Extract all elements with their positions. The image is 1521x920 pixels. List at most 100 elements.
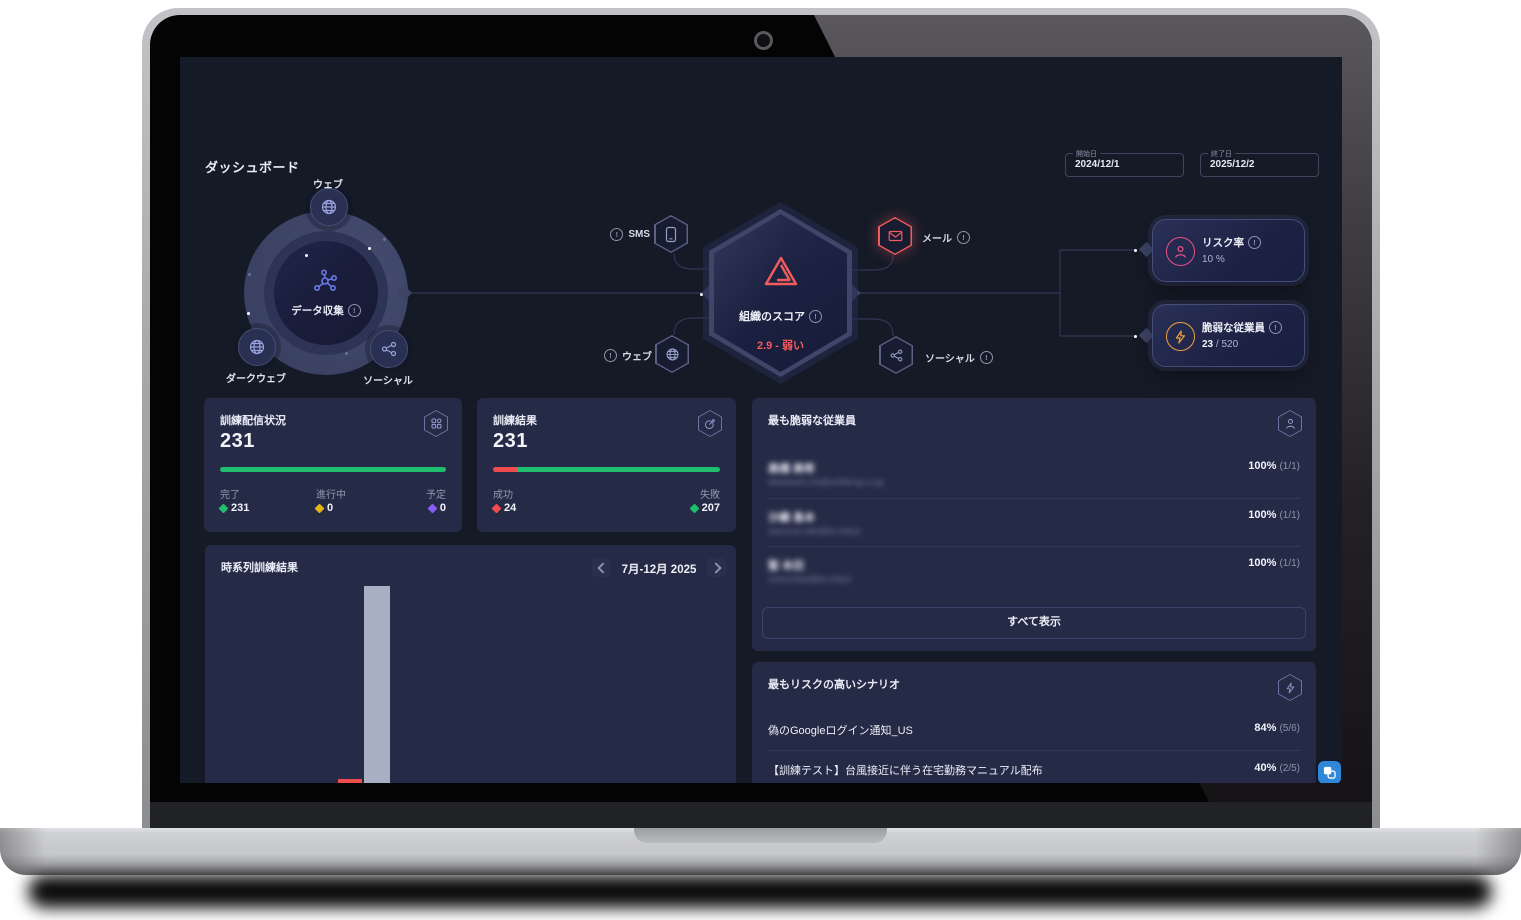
data-collection-label: データ収集 xyxy=(291,305,344,317)
stat-count: 24 xyxy=(504,502,517,514)
diamond-marker-green xyxy=(689,503,700,513)
info-icon[interactable] xyxy=(979,351,993,364)
employee-name: 高橋 美希 xyxy=(768,463,816,475)
period-label: 7月-12月 2025 xyxy=(621,564,697,576)
stat-value-completed: 231 xyxy=(218,502,250,514)
stat-label-success: 成功 xyxy=(493,490,513,501)
delivery-card-hexicon xyxy=(424,410,448,437)
employee-email: motochika@bs.tokyo xyxy=(768,574,852,584)
brand-triangle-icon xyxy=(764,256,797,286)
channel-mail-label-row: メール xyxy=(922,230,970,245)
dashboard-screen: ダッシュボード 開始日 2024/12/1 終了日 2025/12/2 xyxy=(180,57,1342,783)
stat-value-fail: 207 xyxy=(689,502,720,514)
page-title: ダッシュボード xyxy=(205,160,300,175)
next-period-button[interactable] xyxy=(707,558,726,577)
sparkle-dot xyxy=(1134,335,1137,338)
vulnerable-title: 脆弱な従業員 xyxy=(1202,322,1265,334)
stat-label-completed: 完了 xyxy=(220,490,240,501)
laptop-shadow xyxy=(28,875,1492,908)
info-icon[interactable] xyxy=(347,304,361,317)
chevron-right-icon xyxy=(709,561,722,574)
stat-count: 0 xyxy=(327,502,334,514)
person-icon xyxy=(1285,418,1295,429)
diamond-marker-green xyxy=(218,503,229,513)
score-label-row: 組織のスコア xyxy=(739,308,822,324)
mail-icon xyxy=(888,230,902,242)
translate-icon xyxy=(1323,766,1336,779)
bolt-icon xyxy=(1166,322,1195,351)
scenario-score: 40% (2/5) xyxy=(1254,762,1300,774)
score-value: 2.9 - 弱い xyxy=(756,340,805,352)
webcam-icon xyxy=(754,31,773,50)
scenario-ratio: (2/5) xyxy=(1279,763,1300,774)
employees-card-hexicon xyxy=(1278,410,1302,437)
info-icon[interactable] xyxy=(957,231,970,244)
risk-rate-title-row: リスク率 xyxy=(1202,235,1261,250)
channel-sms-label: SMS xyxy=(628,229,650,240)
info-icon[interactable] xyxy=(610,228,624,241)
employee-name: 聖 本田 xyxy=(768,560,805,572)
stat-value-inprogress: 0 xyxy=(314,502,334,514)
vulnerable-value: 23 / 520 xyxy=(1202,339,1238,350)
bolt-icon xyxy=(1286,682,1294,693)
vulnerable-employees-card: 脆弱な従業員 23 / 520 xyxy=(1152,304,1305,367)
channel-mail-label: メール xyxy=(922,234,952,245)
stat-value-success: 24 xyxy=(491,502,517,514)
show-all-button[interactable]: すべて表示 xyxy=(762,607,1306,639)
info-icon[interactable] xyxy=(809,309,822,323)
globe-icon xyxy=(321,199,337,215)
results-total: 231 xyxy=(493,430,528,452)
results-progress-bar xyxy=(493,467,720,472)
risk-scenarios-card: 最もリスクの高いシナリオ 偽のGoogleログイン通知_US 84% (5/6)… xyxy=(752,662,1316,783)
results-card-hexicon xyxy=(698,410,722,437)
end-date-value: 2025/12/2 xyxy=(1210,159,1255,170)
info-icon[interactable] xyxy=(604,349,617,362)
channel-web-label: ウェブ xyxy=(622,352,652,363)
end-date-input[interactable]: 終了日 2025/12/2 xyxy=(1200,149,1319,177)
employee-ratio: (1/1) xyxy=(1279,558,1300,569)
globe-icon xyxy=(666,348,678,360)
scenario-pct: 84% xyxy=(1254,722,1277,734)
share-icon xyxy=(381,341,397,357)
start-date-value: 2024/12/1 xyxy=(1075,159,1120,170)
info-icon[interactable] xyxy=(1248,236,1261,249)
diamond-marker-yellow xyxy=(314,503,325,513)
channel-mail-hexagon xyxy=(878,217,912,255)
employee-ratio: (1/1) xyxy=(1279,461,1300,472)
timeline-card-title: 時系列訓練結果 xyxy=(221,562,298,574)
delivery-progress-bar xyxy=(220,467,446,472)
start-date-input[interactable]: 開始日 2024/12/1 xyxy=(1065,149,1184,177)
results-card-title: 訓練結果 xyxy=(493,415,537,427)
info-icon[interactable] xyxy=(1269,321,1282,334)
sparkle-dot xyxy=(368,247,371,250)
risk-rate-card: リスク率 10 % xyxy=(1152,219,1305,282)
data-collection-core: データ収集 xyxy=(274,241,378,345)
node-web xyxy=(310,188,348,226)
sparkle-dot xyxy=(383,238,386,241)
employee-pct: 100% xyxy=(1248,509,1277,521)
laptop-base xyxy=(0,828,1521,875)
sparkle-dot xyxy=(345,352,348,355)
prev-period-button[interactable] xyxy=(592,558,611,577)
stat-count: 231 xyxy=(231,502,250,514)
channel-social-label-row: ソーシャル xyxy=(925,350,993,365)
vulnerable-total: / 520 xyxy=(1213,339,1239,350)
globe-icon xyxy=(249,339,265,355)
risk-rate-title: リスク率 xyxy=(1202,237,1244,249)
chart-bar-gray xyxy=(364,586,390,783)
share-icon xyxy=(890,349,902,361)
delivery-card-title: 訓練配信状況 xyxy=(220,415,286,427)
score-label: 組織のスコア xyxy=(739,311,805,323)
channel-sms-label-row: SMS xyxy=(550,228,650,241)
translate-widget-button[interactable] xyxy=(1318,761,1341,783)
channel-social-label: ソーシャル xyxy=(925,354,975,365)
employee-email: takahashi.mk@softbrng.co.jp xyxy=(768,477,885,487)
employee-score: 100% (1/1) xyxy=(1248,557,1300,569)
risk-person-icon xyxy=(1166,237,1195,266)
node-social xyxy=(370,330,408,368)
employee-name: 沙織 島本 xyxy=(768,512,816,524)
employee-pct: 100% xyxy=(1248,557,1277,569)
channel-web-hexagon xyxy=(655,335,689,373)
stat-label-fail: 失敗 xyxy=(700,490,720,501)
